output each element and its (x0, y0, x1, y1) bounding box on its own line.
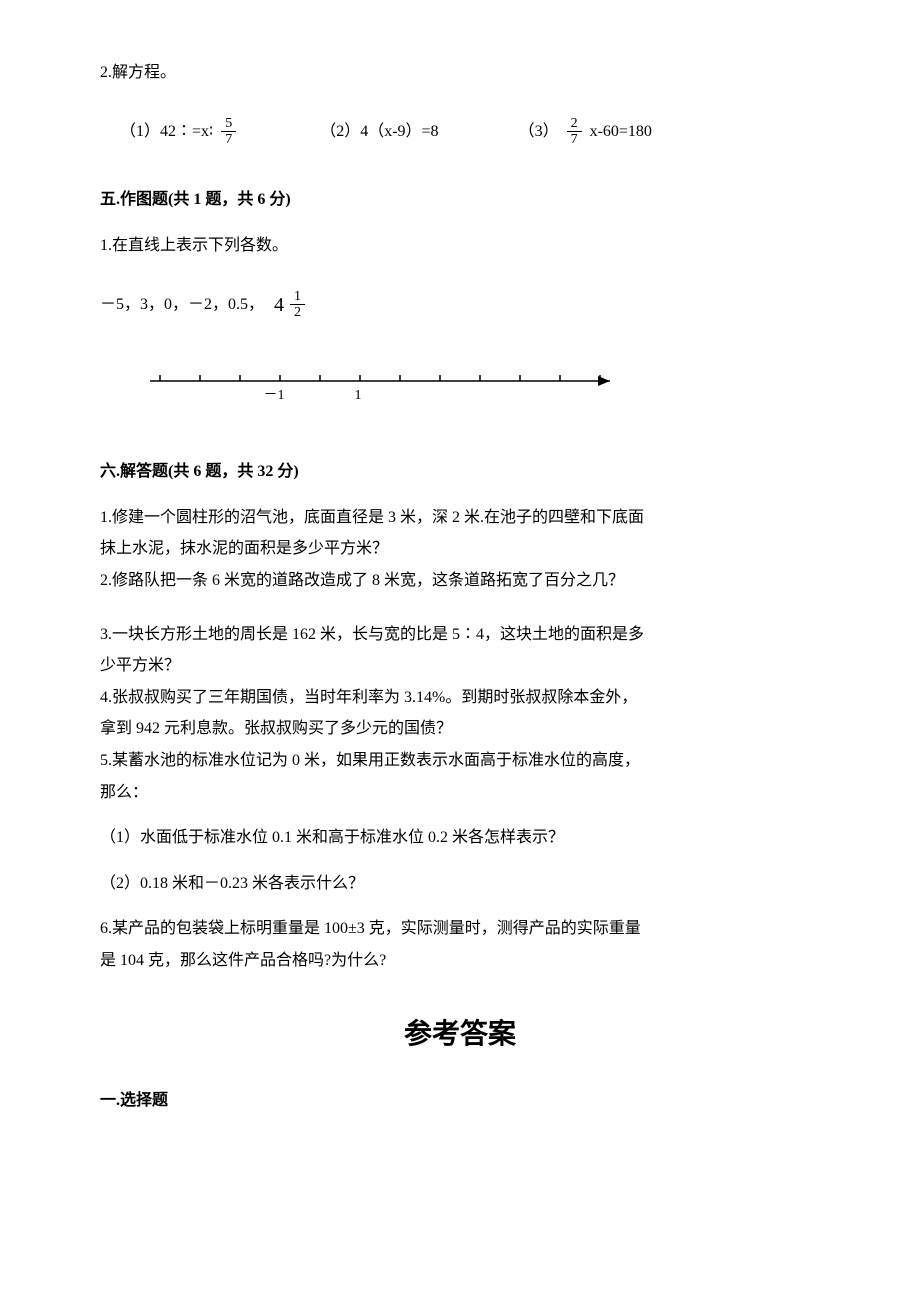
s5-numbers-row: －5，3，0，－2，0.5， 4 1 2 (100, 289, 820, 321)
equation-row: （1）42∶=x∶ 5 7 （2）4（x-9）=8 （3） 2 7 x-60=1… (120, 116, 820, 148)
svg-text:－1: －1 (264, 388, 285, 403)
eq3-fraction: 2 7 (567, 116, 582, 148)
section-5-header: 五.作图题(共 1 题，共 6 分) (100, 187, 820, 213)
eq2-text: （2）4（x-9）=8 (320, 119, 438, 145)
mixed-denominator: 2 (290, 305, 305, 320)
s5-mixed-fraction: 4 1 2 (274, 289, 309, 321)
eq3-prefix: （3） (519, 119, 559, 145)
s6-q1-line2: 抹上水泥，抹水泥的面积是多少平方米？ (100, 536, 820, 562)
s6-q1-line1: 1.修建一个圆柱形的沼气池，底面直径是 3 米，深 2 米.在池子的四壁和下底面 (100, 505, 820, 531)
s6-q3-line2: 少平方米？ (100, 653, 820, 679)
s5-q1-text: 1.在直线上表示下列各数。 (100, 233, 820, 259)
s5-numbers-text: －5，3，0，－2，0.5， (100, 292, 264, 318)
number-line-container: －1 1 (140, 361, 820, 420)
spacer (100, 600, 820, 616)
eq3-denominator: 7 (567, 132, 582, 147)
s6-q4-line2: 拿到 942 元利息款。张叔叔购买了多少元的国债？ (100, 716, 820, 742)
s6-q4-line1: 4.张叔叔购买了三年期国债，当时年利率为 3.14%。到期时张叔叔除本金外， (100, 685, 820, 711)
eq1-denominator: 7 (221, 132, 236, 147)
s6-q6-line1: 6.某产品的包装袋上标明重量是 100±3 克，实际测量时，测得产品的实际重量 (100, 916, 820, 942)
section-6-header: 六.解答题(共 6 题，共 32 分) (100, 459, 820, 485)
s6-q2: 2.修路队把一条 6 米宽的道路改造成了 8 米宽，这条道路拓宽了百分之几？ (100, 568, 820, 594)
equation-1: （1）42∶=x∶ 5 7 (120, 116, 240, 148)
mixed-whole: 4 (274, 289, 284, 321)
mixed-fraction-part: 1 2 (290, 289, 305, 321)
answer-title: 参考答案 (100, 1013, 820, 1058)
number-line-svg: －1 1 (140, 361, 620, 411)
s6-q5-sub2: （2）0.18 米和－0.23 米各表示什么？ (100, 871, 820, 897)
s6-q5-sub1: （1）水面低于标准水位 0.1 米和高于标准水位 0.2 米各怎样表示？ (100, 825, 820, 851)
eq3-numerator: 2 (567, 116, 582, 132)
s6-q6-line2: 是 104 克，那么这件产品合格吗?为什么? (100, 948, 820, 974)
eq1-numerator: 5 (221, 116, 236, 132)
s6-q5-line2: 那么： (100, 780, 820, 806)
equation-3: （3） 2 7 x-60=180 (519, 116, 652, 148)
equation-2: （2）4（x-9）=8 (320, 119, 438, 145)
svg-text:1: 1 (355, 388, 362, 403)
s6-q5-line1: 5.某蓄水池的标准水位记为 0 米，如果用正数表示水面高于标准水位的高度， (100, 748, 820, 774)
eq3-suffix: x-60=180 (590, 119, 652, 145)
mixed-numerator: 1 (290, 289, 305, 305)
s6-q3-line1: 3.一块长方形土地的周长是 162 米，长与宽的比是 5∶4，这块土地的面积是多 (100, 622, 820, 648)
eq1-prefix: （1）42∶=x∶ (120, 119, 213, 145)
eq1-fraction: 5 7 (221, 116, 236, 148)
question-2-title: 2.解方程。 (100, 60, 820, 86)
answer-section-1: 一.选择题 (100, 1088, 820, 1114)
